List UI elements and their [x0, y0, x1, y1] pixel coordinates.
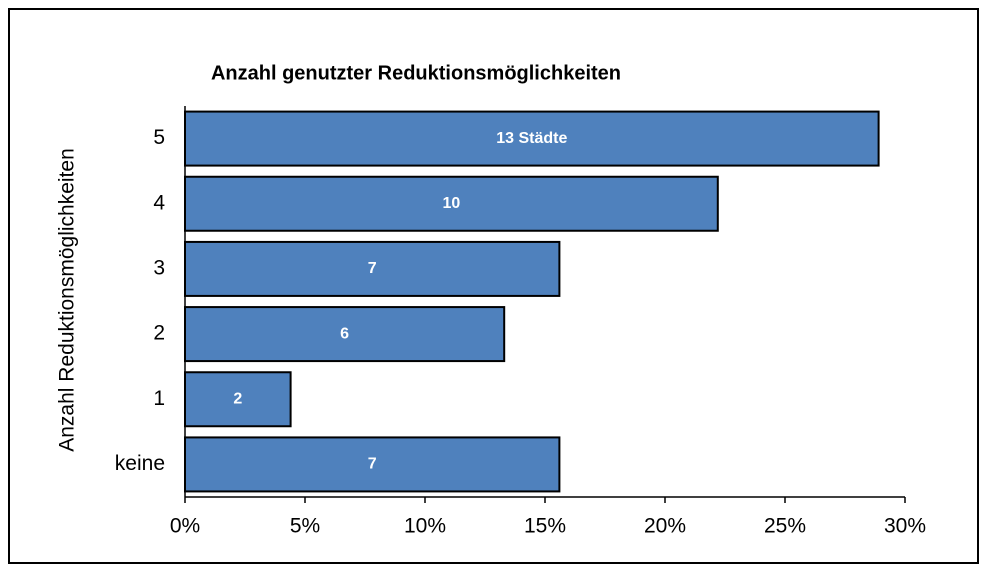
x-tick-label: 30%: [884, 515, 926, 538]
x-tick-label: 10%: [404, 515, 446, 538]
bar-label: 6: [340, 325, 349, 342]
y-tick-label: 3: [153, 256, 165, 279]
x-tick-label: 0%: [170, 515, 200, 538]
x-tick-label: 20%: [644, 515, 686, 538]
bar: [184, 110, 880, 167]
x-tick-label: 25%: [764, 515, 806, 538]
y-tick-label: 1: [153, 387, 165, 410]
x-tick-label: 15%: [524, 515, 566, 538]
y-tick-label: 2: [153, 322, 165, 345]
bar-label: 13 Städte: [496, 130, 567, 147]
y-axis-label: Anzahl Reduktionsmöglichkeiten: [56, 148, 79, 452]
bar: [184, 306, 506, 363]
bar-label: 7: [368, 260, 377, 277]
x-tick-label: 5%: [290, 515, 320, 538]
y-tick-label: 4: [153, 191, 165, 214]
bar: [184, 436, 561, 493]
bar: [184, 240, 561, 297]
bar-label: 2: [233, 390, 242, 407]
y-tick-label: keine: [115, 452, 165, 475]
bar-label: 7: [368, 456, 377, 473]
bar-label: 10: [443, 195, 461, 212]
bar: [184, 175, 719, 232]
y-tick-label: 5: [153, 126, 165, 149]
chart-title: Anzahl genutzter Reduktionsmöglichkeiten: [211, 62, 621, 84]
